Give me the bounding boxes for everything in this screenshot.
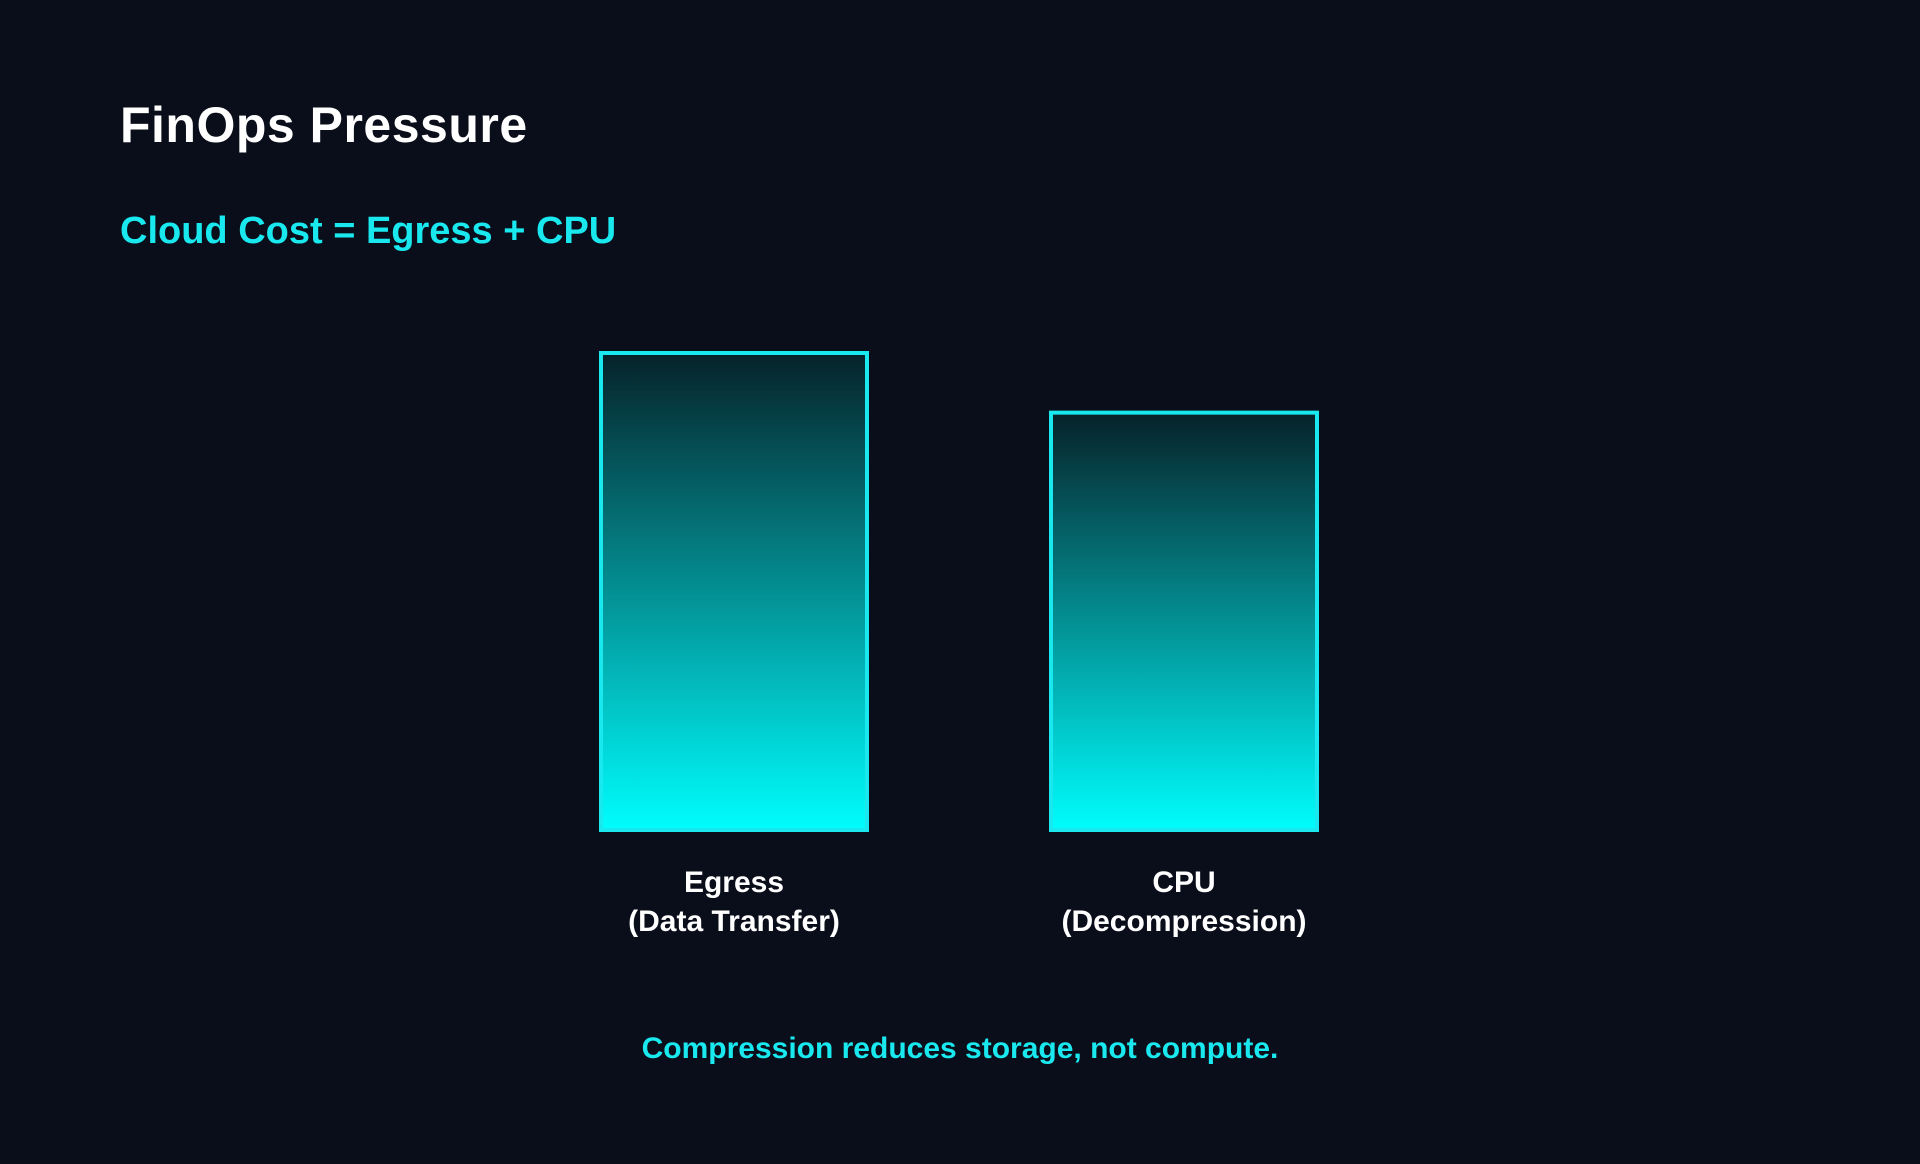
category-label-1-line-0: CPU — [1152, 866, 1215, 899]
slide-title: FinOps Pressure — [120, 97, 528, 153]
category-label-1: CPU (Decompression) — [1061, 866, 1306, 938]
bar-1 — [1049, 410, 1319, 832]
category-label-0: Egress (Data Transfer) — [628, 866, 840, 938]
category-label-0-line-0: Egress — [684, 866, 784, 899]
category-label-1-line-1: (Decompression) — [1061, 905, 1306, 938]
slide-subtitle: Cloud Cost = Egress + CPU — [120, 210, 617, 252]
bar-0 — [599, 351, 869, 832]
footnote: Compression reduces storage, not compute… — [641, 1032, 1279, 1065]
category-label-0-line-1: (Data Transfer) — [628, 905, 840, 938]
